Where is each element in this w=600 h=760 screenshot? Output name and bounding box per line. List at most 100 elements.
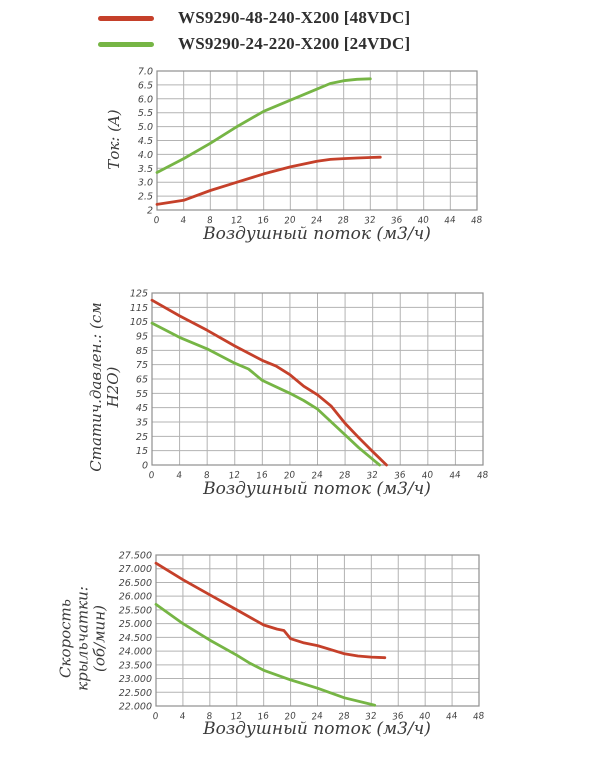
series-line-48vdc [150,298,388,467]
x-tick-label: 12 [228,470,241,482]
plot-area-2: 0 4 8 12 16 20 24 28 32 36 40 44 4801525354555657585… [130,289,489,482]
y-tick-label: 3.5 [138,164,153,175]
y-tick-label: 85 [136,346,148,357]
x-tick-label: 8 [207,216,214,227]
x-tick-label: 44 [445,711,458,723]
legend-swatch-red-icon [98,15,154,21]
x-tick-label: 48 [472,711,485,723]
x-tick-label: 20 [283,470,296,482]
y-tick-label: 27.000 [119,564,152,575]
x-tick-label: 40 [419,711,432,723]
x-tick-label: 12 [230,711,243,723]
legend-item-48vdc: WS9290-48-240-X200 [48VDC] [98,8,410,28]
y-axis-title-pressure: Статич.давлен.: (см H2O) [87,302,122,472]
y-axis-title-speed: Скорость крыльчатки: (об/мин) [56,586,109,691]
x-tick-label: 0 [152,712,159,723]
y-tick-label: 26.500 [119,578,152,589]
x-tick-label: 40 [421,470,434,482]
x-tick-label: 20 [284,215,297,227]
x-tick-label: 0 [153,216,160,227]
legend-item-24vdc: WS9290-24-220-X200 [24VDC] [98,34,410,54]
y-tick-label: 65 [136,375,148,386]
x-tick-label: 16 [257,711,270,723]
plot-border [151,292,484,466]
x-tick-label: 44 [449,470,462,482]
y-tick-label: 22.000 [119,702,152,713]
x-tick-label: 28 [337,215,350,227]
y-tick-label: 6.0 [138,94,153,105]
y-tick-label: 0 [142,461,148,472]
x-tick-label: 32 [365,711,378,723]
x-tick-label: 24 [311,470,324,482]
y-tick-label: 23.500 [119,660,152,671]
y-tick-label: 25.500 [119,605,152,616]
y-tick-label: 2 [147,206,153,217]
y-tick-label: 75 [136,360,148,371]
y-tick-label: 26.000 [119,592,152,603]
y-tick-label: 15 [136,446,148,457]
x-tick-label: 24 [311,711,324,723]
x-axis-title-airflow-3: Воздушный поток (м3/ч) [203,719,431,739]
x-tick-label: 28 [338,470,351,482]
x-tick-label: 48 [470,215,483,227]
y-tick-label: 125 [130,289,148,300]
y-tick-label: 4.5 [138,136,153,147]
series-line-24vdc [150,321,382,467]
x-tick-label: 36 [392,711,405,723]
legend-swatch-green-icon [98,41,154,47]
y-tick-label: 45 [136,403,148,414]
y-tick-label: 24.000 [119,647,152,658]
y-tick-label: 6.5 [138,80,153,91]
y-tick-label: 105 [130,317,148,328]
x-tick-label: 32 [366,470,379,482]
y-tick-label: 3.0 [138,178,153,189]
plot-border [156,70,478,211]
y-tick-label: 24.500 [119,633,152,644]
y-tick-label: 25 [136,432,148,443]
series-line-24vdc [155,77,372,174]
legend: WS9290-48-240-X200 [48VDC] WS9290-24-220… [98,8,410,54]
x-tick-label: 8 [203,471,210,482]
y-axis-title-current: Ток: (A) [105,109,123,170]
series-line-24vdc [154,603,377,707]
x-tick-label: 48 [476,470,489,482]
legend-label-24vdc: WS9290-24-220-X200 [24VDC] [178,34,411,53]
x-tick-label: 40 [417,215,430,227]
y-tick-label: 5.5 [138,108,153,119]
legend-label-48vdc: WS9290-48-240-X200 [48VDC] [178,8,411,27]
y-tick-label: 7.0 [138,67,153,78]
series-line-48vdc [154,561,387,660]
y-tick-label: 25.000 [119,619,152,630]
series-line-48vdc [155,155,382,206]
y-tick-label: 115 [130,303,148,314]
x-tick-label: 44 [444,215,457,227]
y-tick-label: 23.000 [119,674,152,685]
y-tick-label: 35 [136,418,148,429]
x-tick-label: 24 [310,215,323,227]
plot-area-1: 0 4 8 12 16 20 24 28 32 36 40 44 4822.53.03.54.04.55… [138,67,483,227]
x-tick-label: 32 [364,215,377,227]
x-tick-label: 28 [338,711,351,723]
plot-border [155,554,480,707]
x-tick-label: 4 [180,216,187,227]
x-tick-label: 8 [206,712,213,723]
x-tick-label: 4 [179,712,186,723]
y-tick-label: 5.0 [138,122,153,133]
y-tick-label: 4.0 [138,150,153,161]
y-tick-label: 2.5 [138,192,153,203]
x-tick-label: 4 [176,471,183,482]
x-axis-title-airflow-1: Воздушный поток (м3/ч) [203,224,431,244]
x-tick-label: 36 [390,215,403,227]
gridlines-3: 0 4 8 12 16 20 24 28 32 36 40 44 4822.00022.50023.00… [119,551,486,723]
x-axis-title-airflow-2: Воздушный поток (м3/ч) [203,479,431,499]
y-tick-label: 55 [136,389,148,400]
x-tick-label: 16 [257,215,270,227]
gridlines-2: 0 4 8 12 16 20 24 28 32 36 40 44 4801525354555657585… [130,289,489,482]
y-tick-label: 22.500 [119,688,152,699]
plot-area-3: 0 4 8 12 16 20 24 28 32 36 40 44 4822.00022.50023.00… [119,551,486,723]
x-tick-label: 20 [284,711,297,723]
x-tick-label: 16 [256,470,269,482]
x-tick-label: 0 [148,471,155,482]
y-tick-label: 95 [136,332,148,343]
